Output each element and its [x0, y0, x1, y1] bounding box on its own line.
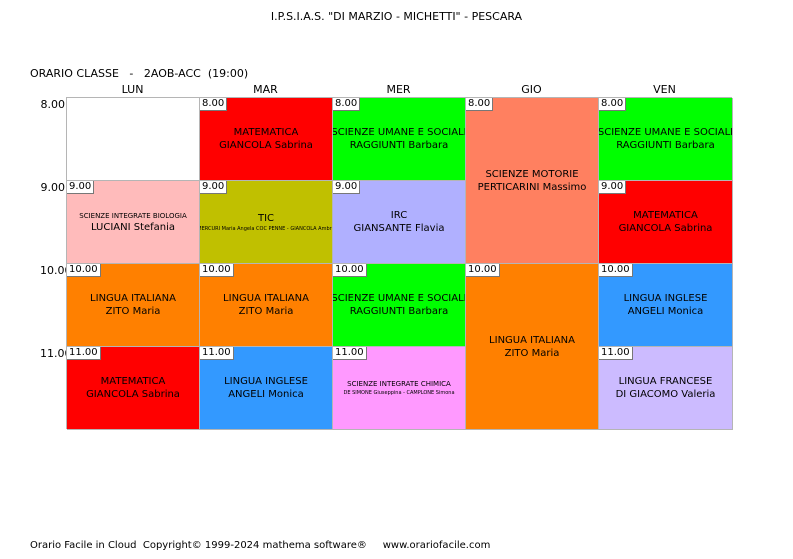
- lesson-time: 9.00: [333, 181, 361, 194]
- lesson-subject: TIC: [257, 212, 275, 224]
- day-header-mar: MAR: [253, 83, 278, 96]
- lesson-subject: LINGUA ITALIANA: [489, 334, 575, 346]
- lesson-cell: SCIENZE MOTORIE PERTICARINI Massimo 8.00: [466, 98, 599, 264]
- lesson-cell: TIC MERCURI Maria Angela COC PENNE - GIAN…: [200, 181, 333, 264]
- lesson-subject: SCIENZE INTEGRATE BIOLOGIA: [79, 211, 187, 220]
- lesson-cell: LINGUA INGLESE ANGELI Monica 11.00: [200, 347, 333, 430]
- lesson-subject: LINGUA ITALIANA: [90, 293, 176, 304]
- lesson-subject: SCIENZE UMANE E SOCIALI: [599, 127, 733, 138]
- school-title: I.P.S.I.A.S. "DI MARZIO - MICHETTI" - PE…: [270, 10, 523, 23]
- lesson-subject: LINGUA INGLESE: [623, 293, 708, 304]
- lesson-teacher: GIANCOLA Sabrina: [86, 389, 180, 400]
- lesson-teacher: RAGGIUNTI Barbara: [616, 140, 715, 151]
- lesson-teacher: MERCURI Maria Angela COC PENNE - GIANCOL…: [200, 225, 333, 232]
- lesson-time: 10.00: [200, 264, 234, 277]
- lesson-cell: SCIENZE UMANE E SOCIALI RAGGIUNTI Barbara…: [599, 98, 733, 181]
- lesson-teacher: RAGGIUNTI Barbara: [349, 140, 449, 151]
- hour-label: 10.00: [40, 264, 72, 277]
- day-header-mer: MER: [386, 83, 411, 96]
- lesson-subject: MATEMATICA: [633, 210, 698, 221]
- day-header-lun: LUN: [121, 83, 144, 96]
- lesson-teacher: GIANCOLA Sabrina: [219, 140, 313, 151]
- lesson-time: 8.00: [333, 98, 361, 111]
- lesson-subject: MATEMATICA: [100, 376, 166, 387]
- lesson-subject: MATEMATICA: [233, 127, 299, 138]
- lesson-teacher: DE SIMONE Giuseppina - CAMPLONE Simona: [343, 390, 455, 396]
- lesson-teacher: PERTICARINI Massimo: [477, 181, 587, 193]
- lesson-cell: SCIENZE UMANE E SOCIALI RAGGIUNTI Barbara…: [333, 98, 466, 181]
- lesson-subject: SCIENZE UMANE E SOCIALI: [333, 127, 466, 138]
- lesson-teacher: GIANSANTE Flavia: [353, 223, 445, 234]
- lesson-subject: IRC: [390, 210, 408, 221]
- class-title: ORARIO CLASSE - 2AOB-ACC (19:00): [30, 67, 249, 80]
- lesson-time: 11.00: [599, 347, 633, 360]
- lesson-time: 10.00: [333, 264, 367, 277]
- lesson-subject: SCIENZE INTEGRATE CHIMICA: [347, 380, 451, 388]
- timetable-grid: SCIENZE INTEGRATE BIOLOGIA LUCIANI Stefan…: [66, 97, 733, 430]
- lesson-time: 8.00: [466, 98, 494, 111]
- lesson-cell: SCIENZE INTEGRATE BIOLOGIA LUCIANI Stefan…: [67, 181, 200, 264]
- lesson-cell: LINGUA ITALIANA ZITO Maria 10.00: [466, 264, 599, 430]
- lesson-time: 11.00: [333, 347, 367, 360]
- lesson-teacher: RAGGIUNTI Barbara: [349, 306, 449, 317]
- day-header-gio: GIO: [521, 83, 542, 96]
- lesson-time: 11.00: [67, 347, 101, 360]
- lesson-cell: SCIENZE INTEGRATE CHIMICA DE SIMONE Giuse…: [333, 347, 466, 430]
- lesson-time: 9.00: [599, 181, 627, 194]
- lesson-cell: MATEMATICA GIANCOLA Sabrina 9.00: [599, 181, 733, 264]
- lesson-cell: MATEMATICA GIANCOLA Sabrina 8.00: [200, 98, 333, 181]
- lesson-subject: LINGUA INGLESE: [224, 376, 308, 387]
- lesson-time: 10.00: [67, 264, 101, 277]
- lesson-cell: LINGUA ITALIANA ZITO Maria 10.00: [200, 264, 333, 347]
- day-header-ven: VEN: [653, 83, 676, 96]
- lesson-time: 9.00: [67, 181, 95, 194]
- lesson-teacher: ANGELI Monica: [627, 306, 704, 317]
- lesson-teacher: ZITO Maria: [504, 347, 560, 359]
- lesson-cell: LINGUA INGLESE ANGELI Monica 10.00: [599, 264, 733, 347]
- lesson-cell: LINGUA ITALIANA ZITO Maria 10.00: [67, 264, 200, 347]
- lesson-cell: [67, 98, 200, 181]
- lesson-time: 11.00: [200, 347, 234, 360]
- lesson-subject: LINGUA FRANCESE: [618, 376, 713, 387]
- lesson-subject: LINGUA ITALIANA: [223, 293, 309, 304]
- lesson-time: 8.00: [200, 98, 228, 111]
- lesson-teacher: ZITO Maria: [238, 306, 294, 317]
- lesson-teacher: ZITO Maria: [105, 306, 161, 317]
- lesson-teacher: ANGELI Monica: [228, 389, 304, 400]
- hour-label: 9.00: [40, 181, 66, 194]
- lesson-teacher: DI GIACOMO Valeria: [615, 389, 716, 400]
- lesson-time: 10.00: [466, 264, 500, 277]
- lesson-subject: SCIENZE MOTORIE: [485, 168, 579, 180]
- lesson-cell: MATEMATICA GIANCOLA Sabrina 11.00: [67, 347, 200, 430]
- footer-copyright: Orario Facile in Cloud Copyright© 1999-2…: [30, 540, 491, 551]
- lesson-teacher: GIANCOLA Sabrina: [618, 223, 713, 234]
- lesson-cell: SCIENZE UMANE E SOCIALI RAGGIUNTI Barbara…: [333, 264, 466, 347]
- lesson-time: 9.00: [200, 181, 228, 194]
- lesson-cell: LINGUA FRANCESE DI GIACOMO Valeria 11.00: [599, 347, 733, 430]
- hour-label: 8.00: [40, 98, 66, 111]
- lesson-teacher: LUCIANI Stefania: [90, 221, 176, 233]
- lesson-time: 10.00: [599, 264, 633, 277]
- lesson-cell: IRC GIANSANTE Flavia 9.00: [333, 181, 466, 264]
- lesson-subject: SCIENZE UMANE E SOCIALI: [333, 293, 466, 304]
- hour-label: 11.00: [40, 347, 72, 360]
- lesson-time: 8.00: [599, 98, 627, 111]
